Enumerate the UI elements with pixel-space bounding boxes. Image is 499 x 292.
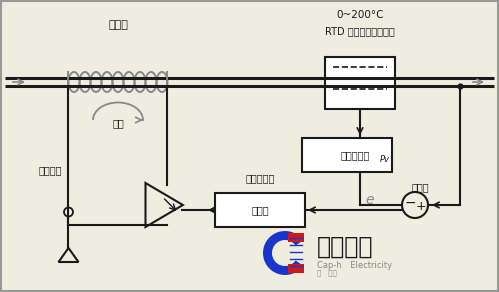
Text: 加热器: 加热器 [108,20,128,30]
Text: +: + [416,201,426,213]
Bar [215,193,305,227]
Text: e: e [366,193,374,207]
Text: 当前値: 当前値 [411,182,429,192]
Text: −: − [404,196,416,210]
Text: 控制元件: 控制元件 [38,165,62,175]
Wedge shape [263,231,303,275]
Text: 内  理。: 内 理。 [317,270,337,276]
Text: Cap-h  Electricity: Cap-h Electricity [317,260,392,270]
Text: 修正偏移量: 修正偏移量 [246,173,274,183]
Text: 控制器: 控制器 [251,205,269,215]
Bar [302,138,392,172]
Text: 信号放大器: 信号放大器 [340,150,370,160]
Bar [288,233,304,242]
Text: 容感电气: 容感电气 [317,235,373,259]
Text: Pv: Pv [380,154,390,164]
Bar [325,57,395,109]
Bar [288,264,304,273]
Text: 电流: 电流 [112,118,124,128]
Text: RTD 电阱式温度传感器: RTD 电阱式温度传感器 [325,26,395,36]
Text: 0~200°C: 0~200°C [336,10,384,20]
